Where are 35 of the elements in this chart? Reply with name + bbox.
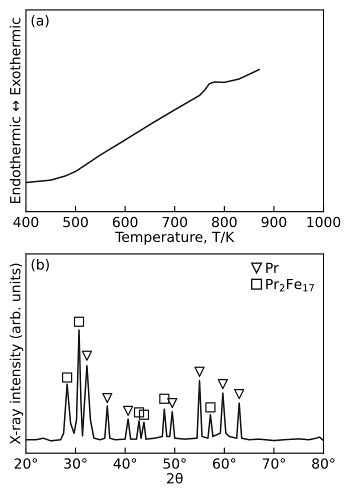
legend-label: Pr$_{2}$Fe$_{17}$	[266, 278, 314, 292]
x-tick-label: 1000	[307, 216, 340, 228]
x-tick-label: 400	[13, 216, 38, 228]
point	[194, 366, 205, 377]
x-tick-label: 600	[112, 216, 138, 228]
x-tick-label: 500	[63, 216, 88, 228]
legend-label: Pr	[266, 262, 279, 273]
x-axis-title: Temperature, T/K	[115, 232, 235, 245]
point	[134, 407, 144, 418]
text: (b)	[32, 258, 49, 272]
x-tick-label: 70°	[262, 458, 285, 469]
x-tick-label: 40°	[114, 458, 136, 469]
point	[205, 402, 216, 413]
x-tick-label: 80°	[312, 458, 334, 469]
y-axis-title: Endothermic ↔ Exothermic	[10, 18, 20, 203]
point	[138, 410, 150, 420]
point	[234, 389, 244, 400]
x-tick-label: 20°	[14, 458, 37, 469]
y-axis-title: X-ray intensity (arb. units)	[10, 264, 24, 444]
point	[74, 316, 84, 327]
x-tick-label: 700	[162, 216, 188, 228]
x-tick-label: 50°	[163, 458, 186, 469]
x-axis-title: 2θ	[167, 472, 183, 484]
x-tick-label: 30°	[64, 458, 87, 469]
point	[62, 372, 72, 383]
point	[122, 406, 134, 416]
point	[82, 350, 92, 361]
point	[159, 394, 170, 404]
text: (a)	[32, 15, 49, 28]
x-tick-label: 800	[212, 216, 237, 228]
point	[218, 379, 228, 390]
point	[167, 398, 178, 408]
x-tick-label: 900	[262, 216, 286, 228]
point	[102, 392, 112, 404]
x-tick-label: 60°	[212, 458, 236, 469]
